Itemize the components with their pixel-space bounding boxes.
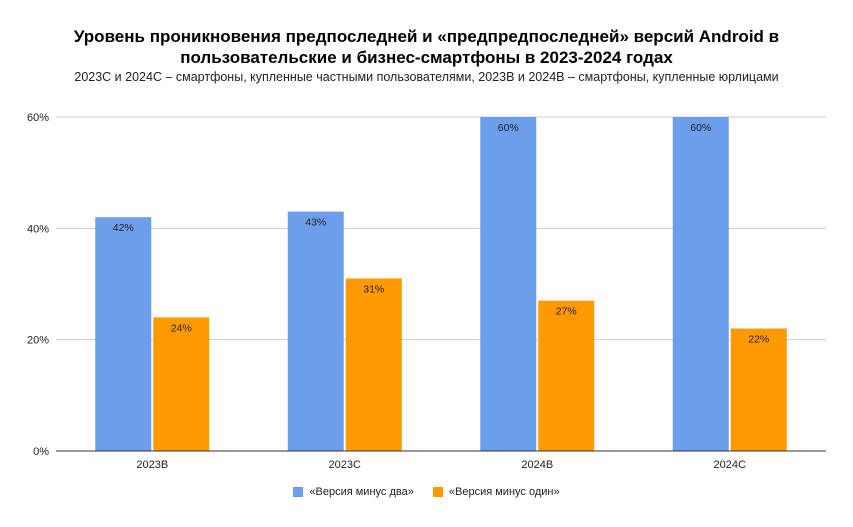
data-label: 60% [690,122,711,134]
bar [153,317,210,451]
bar [95,217,152,451]
bar [345,278,402,451]
chart-title-line-1: Уровень проникновения предпоследней и «п… [73,27,780,46]
legend-swatch-series-1 [293,487,304,497]
legend-item-series-1: «Версия минус два» [293,486,414,498]
data-label: 31% [363,283,384,295]
y-tick-label: 0% [33,446,49,458]
x-tick-label: 2024В [521,459,553,471]
data-label: 22% [748,334,769,346]
y-tick-label: 60% [27,112,49,124]
x-tick-label: 2024С [714,459,746,471]
legend-item-series-2: «Версия минус один» [432,486,560,498]
y-tick-label: 40% [27,223,49,235]
bar [672,117,729,451]
data-label: 42% [113,222,134,234]
data-label: 43% [305,217,326,229]
bar [730,328,787,451]
chart-legend: «Версия минус два» «Версия минус один» [0,486,853,500]
chart-title-line-2: пользовательские и бизнес-смартфоны в 20… [180,48,673,67]
chart-title: Уровень проникновения предпоследней и «п… [0,26,853,68]
bar [538,300,595,451]
legend-label-series-1: «Версия минус два» [309,486,414,498]
data-label: 24% [171,322,192,334]
bar [287,211,344,451]
bar [480,117,537,451]
y-tick-label: 20% [27,335,49,347]
data-label: 60% [498,122,519,134]
chart-subtitle: 2023С и 2024С – смартфоны, купленные час… [74,70,779,84]
legend-swatch-series-2 [432,487,443,497]
data-label: 27% [556,306,577,318]
legend-label-series-2: «Версия минус один» [448,486,560,498]
x-tick-label: 2023С [329,459,361,471]
x-tick-label: 2023В [136,459,168,471]
